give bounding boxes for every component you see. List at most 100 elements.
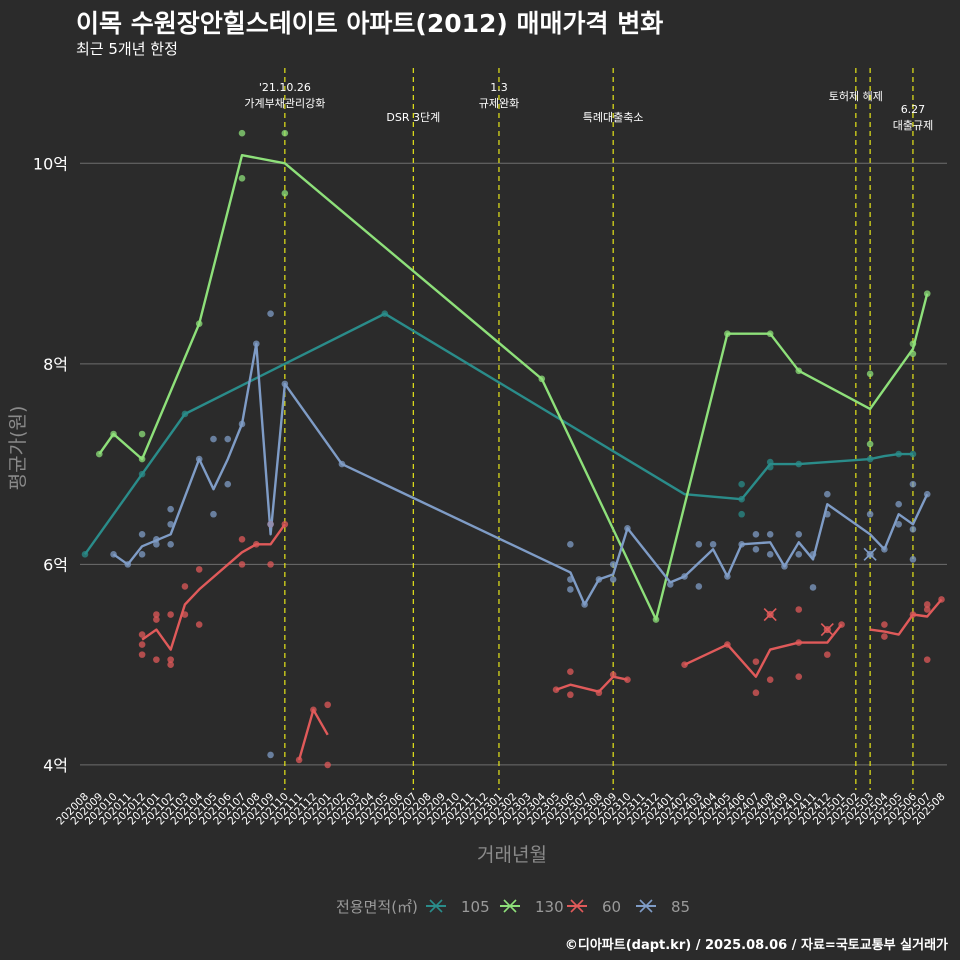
data-point-60: [795, 673, 803, 680]
data-point-105: [766, 458, 774, 466]
event-label: 특례대출축소: [583, 111, 644, 124]
data-point-60: [181, 611, 189, 618]
data-point-85: [595, 576, 603, 583]
event-label: 토허제 해제: [829, 89, 883, 103]
series-points: [81, 129, 945, 769]
data-point-85: [766, 551, 774, 558]
data-point-105: [895, 450, 902, 458]
data-point-85: [895, 500, 902, 508]
event-label: DSR 3단계: [386, 111, 440, 124]
data-point-85: [281, 380, 289, 388]
data-point-60: [295, 756, 303, 764]
x-axis-title: 거래년월: [477, 844, 547, 866]
y-tick-label: 6억: [43, 555, 68, 574]
data-point-85: [752, 530, 760, 538]
data-point-85: [210, 510, 217, 518]
data-point-60: [838, 621, 845, 628]
data-point-105: [866, 455, 874, 463]
data-point-60: [609, 671, 617, 678]
event-label: 가계부채관리강화: [244, 97, 325, 110]
data-point-130: [281, 190, 289, 197]
data-point-60: [252, 541, 260, 548]
data-point-85: [138, 530, 146, 538]
y-axis-ticks: 4억 6억 8억 10억: [33, 154, 68, 775]
source-footer: ©디아파트(dapt.kr) / 2025.08.06 / 자료=국토교통부 실…: [564, 938, 948, 953]
data-point-60: [281, 520, 289, 528]
data-point-85: [795, 551, 803, 558]
data-point-85: [709, 541, 717, 548]
series-lines: [84, 154, 943, 761]
data-point-85: [110, 551, 117, 558]
data-point-60: [724, 641, 731, 648]
data-point-85: [267, 751, 274, 759]
data-point-130: [238, 175, 246, 182]
legend-title: 전용면적(㎡): [336, 898, 418, 916]
data-point-60: [567, 668, 574, 675]
data-point-85: [609, 576, 617, 583]
data-point-85: [138, 551, 146, 558]
data-point-60: [195, 566, 203, 573]
data-point-85: [909, 556, 917, 563]
data-point-130: [538, 375, 546, 383]
data-point-130: [138, 455, 146, 463]
data-point-60: [238, 536, 246, 543]
data-point-60: [138, 631, 146, 638]
data-point-130: [795, 367, 803, 375]
data-point-85: [224, 435, 232, 443]
cancelled-mark-60: [763, 607, 777, 622]
data-point-130: [281, 129, 289, 137]
data-point-85: [224, 480, 232, 488]
data-point-60: [881, 621, 888, 628]
data-point-85: [809, 584, 817, 591]
data-point-130: [909, 350, 917, 358]
data-point-60: [923, 601, 931, 608]
data-point-105: [795, 460, 803, 468]
data-point-60: [195, 621, 203, 628]
data-point-85: [195, 455, 203, 463]
data-point-130: [110, 430, 117, 438]
data-point-105: [381, 310, 389, 317]
y-tick-label: 10억: [33, 154, 68, 173]
legend-marker-60: [570, 899, 584, 913]
cancelled-mark-85: [863, 547, 877, 561]
data-point-85: [267, 520, 274, 528]
data-point-60: [324, 701, 331, 709]
data-point-85: [795, 530, 803, 538]
data-point-85: [738, 541, 745, 548]
data-point-130: [195, 320, 203, 328]
data-point-85: [809, 551, 817, 558]
data-point-85: [567, 541, 574, 548]
data-point-105: [909, 450, 917, 458]
data-point-130: [766, 330, 774, 338]
data-point-85: [895, 520, 902, 528]
data-point-130: [909, 340, 917, 348]
data-point-85: [624, 524, 631, 532]
legend-marker-85: [639, 899, 653, 913]
series-line-130: [98, 154, 929, 621]
data-point-60: [923, 656, 931, 663]
data-point-130: [238, 129, 246, 137]
legend-label-60: 60: [602, 898, 621, 916]
data-point-85: [210, 435, 217, 443]
data-point-130: [138, 430, 146, 438]
data-point-60: [167, 661, 174, 668]
data-point-105: [766, 463, 774, 471]
legend-marker-105: [429, 899, 443, 913]
data-point-60: [552, 686, 560, 694]
series-line-85: [112, 342, 929, 606]
data-point-85: [252, 340, 260, 348]
data-point-85: [781, 563, 788, 570]
data-point-60: [238, 561, 246, 568]
data-point-85: [824, 490, 831, 498]
grid-lines: [80, 162, 947, 766]
data-point-60: [324, 761, 331, 769]
data-point-60: [881, 633, 888, 640]
data-point-85: [267, 310, 274, 317]
data-point-60: [153, 656, 160, 663]
event-label: '21.10.26: [259, 81, 311, 94]
data-point-85: [153, 541, 160, 548]
data-point-85: [752, 546, 760, 553]
event-label: 대출규제: [893, 119, 933, 132]
data-point-85: [167, 541, 174, 548]
